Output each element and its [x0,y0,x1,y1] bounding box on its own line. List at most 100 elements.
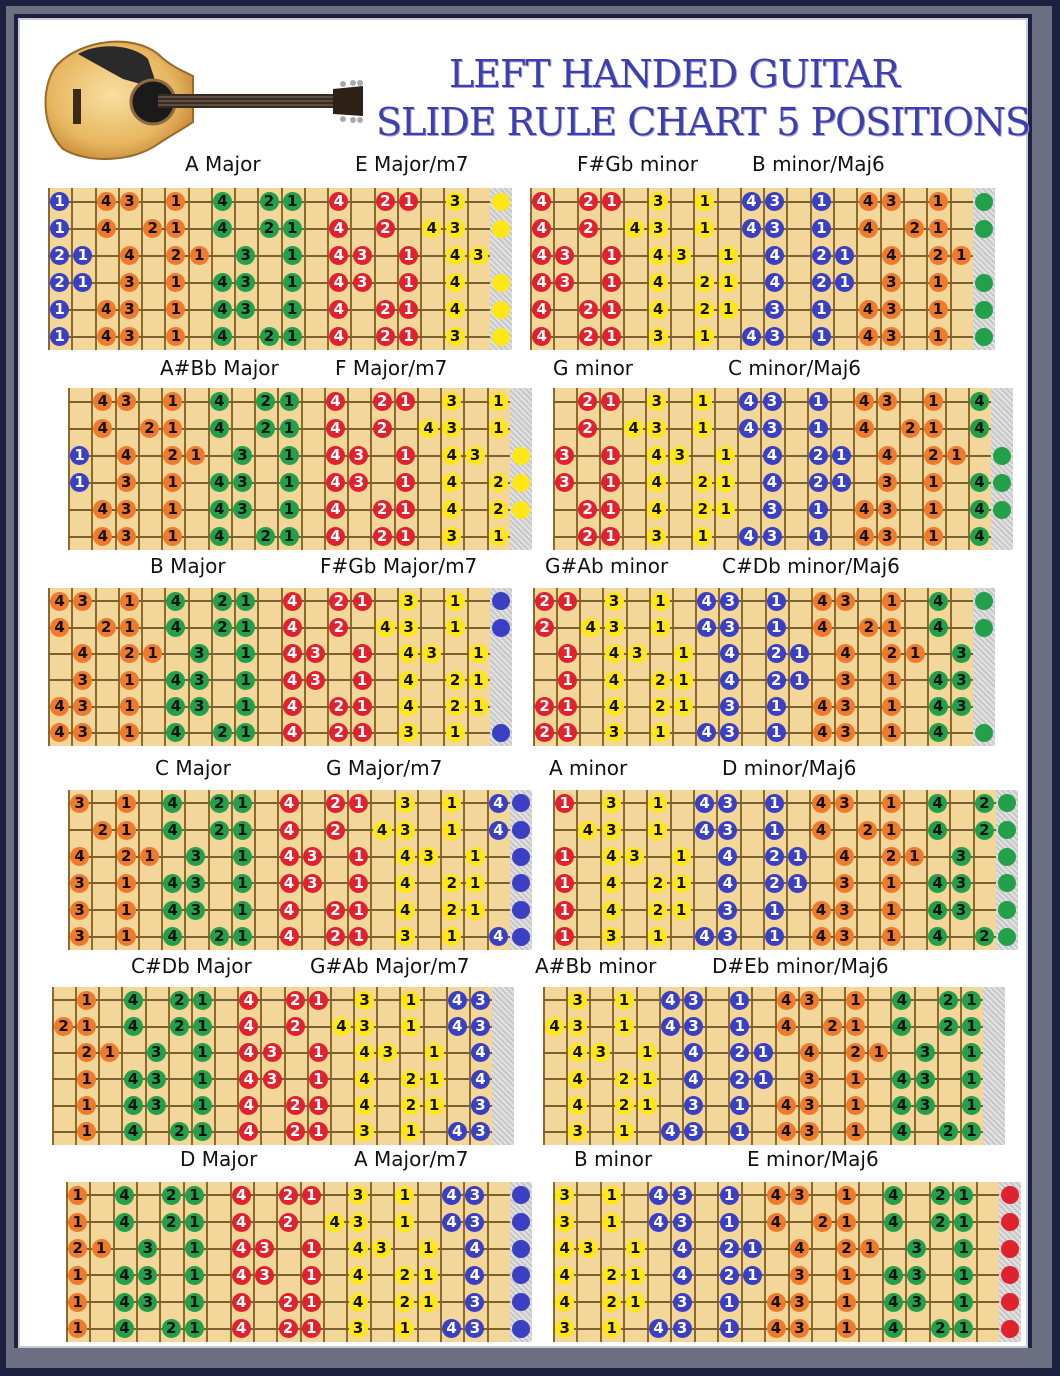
open-string-marker [1001,1213,1019,1231]
finger-note: 4 [739,527,759,546]
fret-line [323,790,326,950]
finger-note: 1 [836,1212,856,1232]
finger-note: 4 [166,723,186,743]
finger-note: 4 [928,618,948,637]
guitar-string [533,705,973,708]
finger-note: 3 [555,273,575,292]
finger-note: 2 [882,644,902,664]
finger-note: 2 [578,219,598,238]
finger-note: 4 [329,327,349,346]
finger-note: 3 [465,1212,485,1232]
open-string-marker [975,327,993,346]
finger-note: 1 [637,1043,657,1063]
finger-note: 2 [488,473,508,492]
finger-note: 4 [858,192,878,211]
fret-line [187,588,190,746]
finger-note: 1 [601,500,621,519]
finger-note: 4 [442,1212,462,1232]
finger-note: 3 [352,246,372,265]
finger-note: 1 [282,192,302,211]
finger-note: 1 [279,473,299,492]
finger-note: 4 [442,473,462,492]
finger-note: 4 [50,591,70,611]
finger-note: 3 [877,527,897,546]
finger-note: 4 [928,591,948,611]
finger-note: 3 [799,1069,819,1089]
finger-note: 3 [951,900,971,920]
finger-note: 1 [961,1096,981,1115]
finger-note: 4 [969,419,989,438]
fret-line [283,987,286,1145]
fret-line [806,388,809,550]
finger-note: 4 [50,618,70,637]
fret-line [277,790,280,950]
guitar-string [543,1025,983,1028]
finger-note: 1 [282,219,302,238]
finger-note: 4 [969,527,989,546]
finger-note: 2 [881,847,901,867]
fret-line [903,588,906,746]
finger-note: 1 [77,1122,97,1142]
fret-line [112,1182,115,1342]
finger-note: 1 [954,1239,974,1259]
fret-line [75,987,78,1145]
finger-note: 1 [186,446,206,465]
open-string-marker [492,273,510,292]
fret-line [645,388,648,550]
finger-note: 4 [96,300,116,319]
finger-note: 1 [831,446,851,465]
finger-note: 2 [719,1239,739,1259]
finger-note: 2 [169,990,189,1010]
finger-note: 3 [116,473,136,492]
finger-note: 3 [834,873,854,893]
finger-note: 4 [279,927,299,947]
finger-note: 1 [193,1122,213,1142]
finger-note: 1 [308,990,328,1010]
finger-note: 4 [892,1017,912,1036]
finger-note: 1 [301,1265,321,1285]
finger-note: 4 [578,820,598,840]
finger-note: 4 [555,1292,575,1312]
finger-note: 4 [684,1043,704,1063]
finger-note: 3 [555,473,575,492]
scale-label: G minor [553,356,634,380]
fret-line [787,588,790,746]
finger-note: 1 [77,990,97,1010]
finger-note: 1 [468,697,488,716]
finger-note: 3 [146,1043,166,1063]
scale-label: F Major/m7 [335,356,448,380]
finger-note: 2 [730,1043,750,1063]
finger-note: 3 [119,327,139,346]
fret-line [553,388,555,550]
finger-note: 4 [649,1212,669,1232]
guitar-string [533,731,973,734]
finger-note: 3 [684,1017,704,1036]
fret-line [952,1182,955,1342]
guitar-string [530,254,973,257]
finger-note: 1 [743,1265,763,1285]
finger-note: 4 [93,500,113,519]
fret-line [693,1182,696,1342]
finger-note: 4 [93,419,113,438]
finger-note: 1 [185,1185,205,1205]
finger-note: 3 [468,246,488,265]
guitar-string [533,600,973,603]
finger-note: 2 [938,1122,958,1142]
finger-note: 1 [614,990,634,1010]
finger-note: 2 [928,246,948,265]
finger-note: 3 [119,273,139,292]
finger-note: 3 [915,1096,935,1115]
finger-note: 1 [961,990,981,1010]
fret-line [622,790,625,950]
finger-note: 1 [648,820,668,840]
finger-note: 3 [422,644,442,664]
finger-note: 1 [836,1319,856,1339]
finger-note: 2 [278,1185,298,1205]
finger-note: 4 [697,618,717,637]
finger-note: 1 [163,500,183,519]
finger-note: 2 [602,1292,622,1312]
fret-line [164,588,167,746]
finger-note: 1 [558,644,578,664]
finger-note: 1 [765,820,784,840]
